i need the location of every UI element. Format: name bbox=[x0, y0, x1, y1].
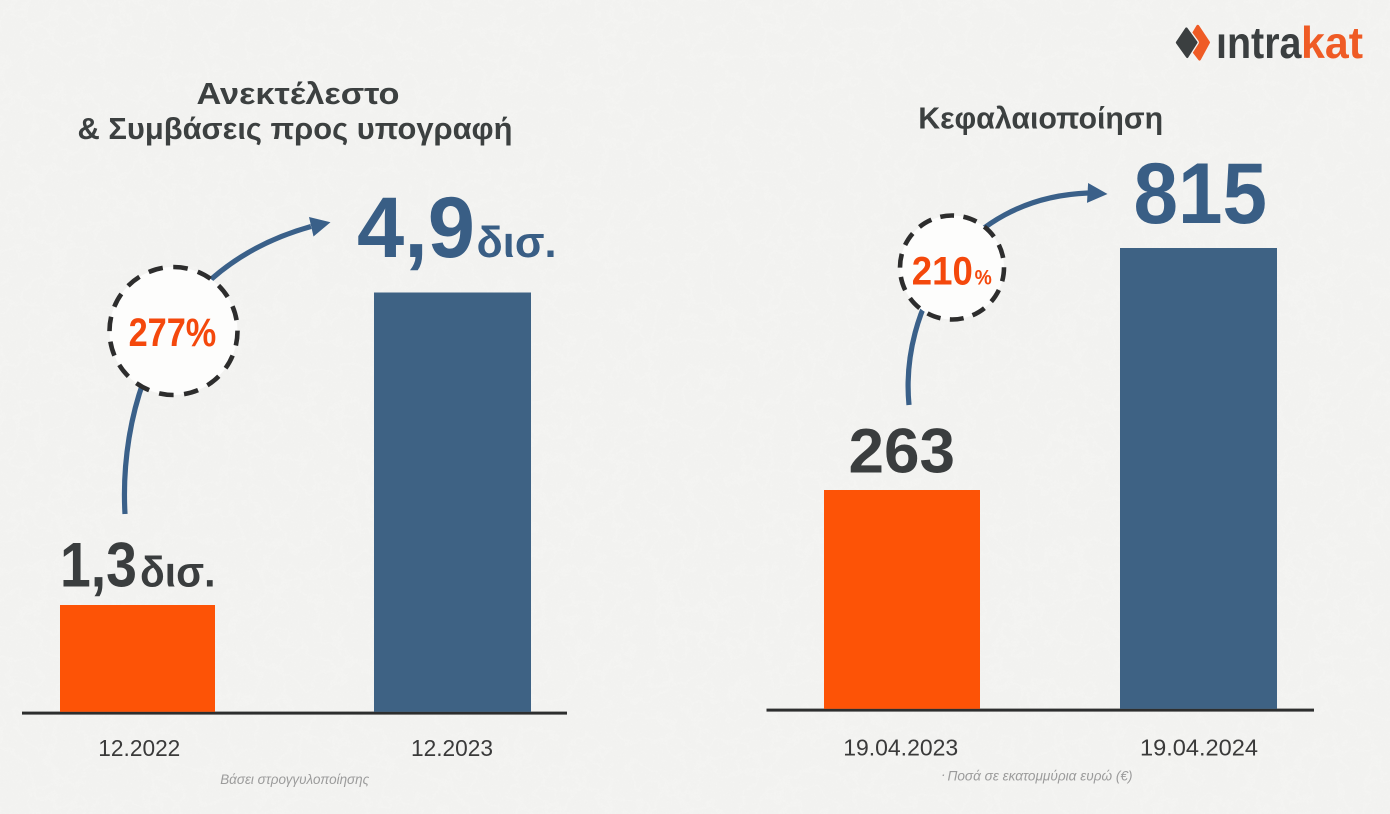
svg-text:12.2023: 12.2023 bbox=[411, 735, 493, 761]
svg-text:ıntra: ıntra bbox=[1216, 19, 1303, 68]
svg-text:277%: 277% bbox=[129, 311, 217, 355]
svg-text:& Συμβάσεις προς υπογραφή: & Συμβάσεις προς υπογραφή bbox=[78, 111, 513, 146]
svg-text:kat: kat bbox=[1301, 19, 1363, 68]
svg-text:210: 210 bbox=[912, 249, 973, 293]
svg-text:263: 263 bbox=[849, 417, 956, 487]
svg-text:815: 815 bbox=[1134, 146, 1268, 242]
svg-text:4,9: 4,9 bbox=[357, 180, 475, 276]
svg-text:1,3: 1,3 bbox=[60, 531, 137, 601]
svg-text:Ποσά σε εκατομμύρια ευρώ (€): Ποσά σε εκατομμύρια ευρώ (€) bbox=[948, 768, 1133, 784]
svg-text:Ανεκτέλεστο: Ανεκτέλεστο bbox=[197, 76, 400, 111]
svg-text:·: · bbox=[941, 766, 946, 782]
svg-text:Βάσει στρογγυλοποίησης: Βάσει στρογγυλοποίησης bbox=[220, 771, 369, 787]
svg-text:12.2022: 12.2022 bbox=[98, 735, 180, 761]
svg-text:%: % bbox=[975, 266, 992, 289]
svg-text:δισ.: δισ. bbox=[477, 218, 557, 267]
svg-text:19.04.2023: 19.04.2023 bbox=[843, 734, 958, 760]
svg-text:19.04.2024: 19.04.2024 bbox=[1140, 734, 1258, 760]
svg-text:δισ.: δισ. bbox=[140, 549, 216, 597]
svg-text:Κεφαλαιοποίηση: Κεφαλαιοποίηση bbox=[918, 101, 1163, 136]
